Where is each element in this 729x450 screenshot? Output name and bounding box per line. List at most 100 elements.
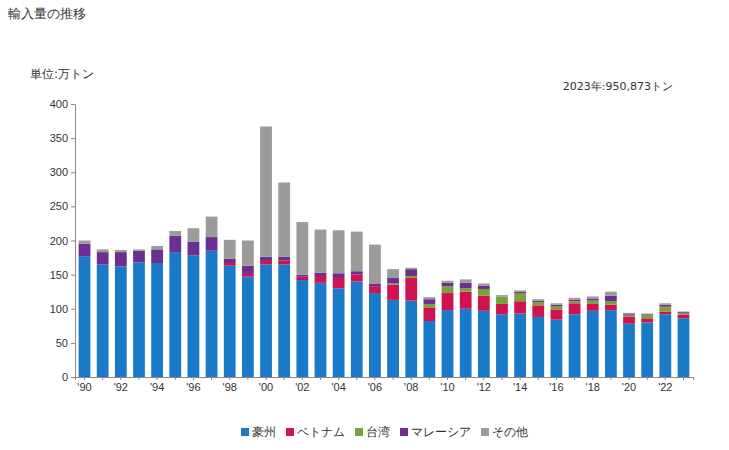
tick-mark [647,377,648,380]
bar [460,292,472,309]
bar [496,314,508,377]
bar [97,249,109,252]
tick-mark [138,377,139,380]
tick-label: '02 [295,381,309,393]
bar [442,286,454,293]
tick [465,377,466,380]
bar [387,283,399,284]
bar [623,314,635,315]
tick-mark [71,172,75,173]
bar [641,313,653,315]
tick-mark [393,377,394,380]
bar [133,251,145,263]
bar [224,266,236,377]
bar [405,268,417,269]
bar [478,311,490,377]
tick [138,377,139,380]
bar [659,311,671,314]
bar [296,277,308,280]
bar [333,288,345,377]
tick-mark [338,377,339,380]
bar [605,305,617,310]
bar [188,256,200,377]
tick [501,377,502,380]
bar [242,277,254,377]
series [79,251,690,377]
bar [678,314,690,315]
tick-mark [374,377,375,380]
bar [514,301,526,313]
series [79,127,690,315]
tick [647,377,648,380]
tick-label: '12 [477,381,491,393]
bar [605,292,617,296]
tick-mark [71,138,75,139]
tick: 350 [50,132,75,144]
bar [169,236,181,252]
bar [315,230,327,273]
tick [102,377,103,380]
bar [423,299,435,304]
bar [224,263,236,266]
bar [496,296,508,304]
bar [278,264,290,377]
tick-label: '18 [586,381,600,393]
tick-label: '94 [150,381,164,393]
title: 輸入量の推移 [8,6,86,21]
bar [532,299,544,300]
tick-label: '22 [658,381,672,393]
bar [605,310,617,377]
bar [169,231,181,236]
bar [296,222,308,275]
bar [659,305,671,307]
tick-mark [683,377,684,380]
tick-label: '20 [622,381,636,393]
bar [242,241,254,266]
bar [333,230,345,273]
tick [538,377,539,380]
bar [569,300,581,301]
bar [387,278,399,283]
bar [224,259,236,263]
bar [188,228,200,242]
bar [369,293,381,377]
bar [587,311,599,377]
series [79,236,690,316]
bar [260,127,272,257]
tick-label: 350 [50,132,68,144]
bar [79,244,91,256]
bar [659,303,671,304]
bar [478,286,490,289]
bar [151,246,163,249]
tick-mark [229,377,230,380]
tick: '00 [259,377,273,393]
bar [641,318,653,322]
bar [551,306,563,309]
bar [442,293,454,310]
bar [514,314,526,377]
bar [115,252,127,266]
bar [296,280,308,377]
tick [429,377,430,380]
legend-label: ベトナム [297,425,345,439]
bar [260,257,272,261]
tick-mark [71,309,75,310]
bar [569,303,581,314]
bar [605,296,617,301]
tick-mark [429,377,430,380]
bar [315,273,327,276]
bar [206,217,218,237]
tick-label: '08 [404,381,418,393]
tick-mark [465,377,466,380]
bar [569,314,581,377]
legend-item: ベトナム [286,425,345,439]
tick-label: '04 [331,381,345,393]
tick: '08 [404,377,418,393]
bar [623,317,635,324]
bar [387,300,399,377]
bar [532,317,544,377]
bar [551,309,563,319]
bar [405,301,417,377]
bar [115,266,127,377]
bar [496,295,508,296]
